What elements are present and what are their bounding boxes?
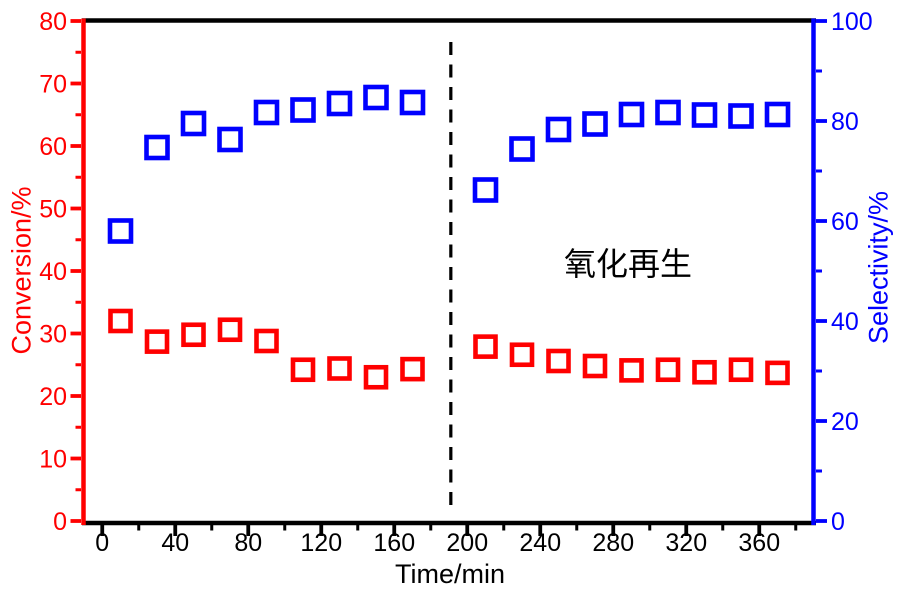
left-tick-label: 40 xyxy=(39,258,67,286)
data-point-selectivity xyxy=(472,177,499,203)
data-point-conversion xyxy=(582,353,608,379)
data-point-conversion xyxy=(290,357,316,383)
data-point-conversion xyxy=(765,360,790,386)
data-point-conversion xyxy=(363,364,389,390)
data-point-conversion xyxy=(546,348,571,374)
data-point-conversion xyxy=(473,334,498,359)
x-tick-label: 320 xyxy=(665,529,707,557)
data-point-conversion xyxy=(108,308,133,334)
right-tick-label: 80 xyxy=(831,108,859,136)
data-point-conversion xyxy=(692,359,717,385)
right-tick-label: 60 xyxy=(831,208,859,236)
data-point-conversion xyxy=(217,317,243,343)
data-point-selectivity xyxy=(728,103,754,129)
data-point-conversion xyxy=(619,358,644,383)
data-point-selectivity xyxy=(180,110,207,137)
data-point-conversion xyxy=(144,329,170,354)
left-tick-label: 60 xyxy=(39,133,67,161)
x-tick-label: 40 xyxy=(161,529,189,557)
x-tick-label: 120 xyxy=(300,529,342,557)
x-tick-label: 200 xyxy=(446,529,488,557)
data-point-selectivity xyxy=(582,111,608,137)
left-tick-label: 80 xyxy=(39,8,67,36)
annotation-oxidation-regeneration: 氧化再生 xyxy=(563,246,692,282)
data-point-conversion xyxy=(400,356,425,382)
left-tick-label: 0 xyxy=(53,508,67,536)
right-tick-label: 100 xyxy=(831,8,873,36)
data-point-selectivity xyxy=(655,99,681,126)
x-axis-title: Time/min xyxy=(394,559,505,589)
data-point-selectivity xyxy=(764,101,791,128)
x-tick-label: 80 xyxy=(234,529,262,557)
x-tick-label: 160 xyxy=(373,529,415,557)
right-tick-label: 40 xyxy=(831,308,859,336)
data-point-selectivity xyxy=(545,116,572,143)
data-point-selectivity xyxy=(290,97,316,123)
right-axis-title: Selectivity/% xyxy=(863,190,894,345)
data-point-selectivity xyxy=(363,84,389,111)
data-point-selectivity xyxy=(144,134,170,161)
data-point-conversion xyxy=(655,357,681,383)
x-tick-label: 280 xyxy=(592,529,634,557)
data-point-selectivity xyxy=(509,136,535,162)
x-tick-label: 360 xyxy=(738,529,780,557)
data-point-selectivity xyxy=(253,99,280,126)
left-tick-label: 50 xyxy=(39,196,67,224)
data-point-selectivity xyxy=(107,218,134,244)
data-point-conversion xyxy=(728,357,754,383)
left-tick-label: 20 xyxy=(39,383,67,411)
right-tick-label: 0 xyxy=(831,508,845,536)
left-axis-title: Conversion/% xyxy=(6,186,37,355)
data-point-conversion xyxy=(254,328,279,354)
data-point-conversion xyxy=(509,342,535,368)
data-point-selectivity xyxy=(217,126,243,153)
data-point-selectivity xyxy=(691,102,718,128)
right-tick-label: 20 xyxy=(831,408,859,436)
data-point-selectivity xyxy=(326,90,353,117)
x-tick-label: 240 xyxy=(519,529,561,557)
x-tick-label: 0 xyxy=(95,529,109,557)
data-point-selectivity xyxy=(399,89,426,116)
data-point-conversion xyxy=(327,356,352,381)
data-point-selectivity xyxy=(618,101,645,128)
left-tick-label: 70 xyxy=(39,71,67,99)
left-tick-label: 10 xyxy=(39,446,67,474)
left-tick-label: 30 xyxy=(39,321,67,349)
data-point-conversion xyxy=(181,322,206,348)
